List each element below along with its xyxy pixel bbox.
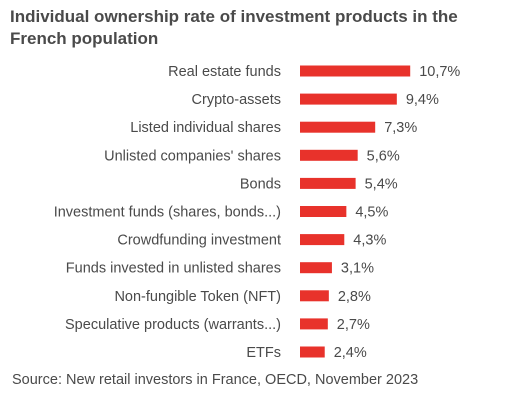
category-label: Non-fungible Token (NFT) [114,289,281,305]
value-label: 5,4% [365,176,398,192]
category-label: Listed individual shares [130,120,281,136]
bar [300,262,332,274]
value-label: 10,7% [419,64,460,80]
category-label: Real estate funds [168,64,281,80]
bar [300,93,397,105]
value-label: 4,3% [353,233,386,249]
category-label: Crowdfunding investment [117,233,281,249]
value-label: 2,7% [337,317,370,333]
bar [300,65,411,77]
value-label: 5,6% [367,148,400,164]
category-label: Funds invested in unlisted shares [66,261,281,277]
value-label: 4,5% [355,205,388,221]
value-label: 2,4% [334,345,367,361]
bar [300,206,347,217]
bar [300,177,356,189]
category-label: Unlisted companies' shares [104,148,281,164]
category-label: Bonds [240,176,281,192]
value-label: 9,4% [406,92,439,108]
bar [300,121,376,133]
category-label: Crypto-assets [192,92,281,108]
category-label: Speculative products (warrants...) [65,317,281,333]
bar-chart: Real estate funds 10,7% Crypto-assets 9,4% L… [54,64,461,361]
bar [300,318,328,330]
bar [300,346,325,358]
category-label: Investment funds (shares, bonds...) [54,205,281,221]
bar [300,149,358,161]
category-label: ETFs [246,345,281,361]
value-label: 7,3% [384,120,417,136]
value-label: 2,8% [338,289,371,305]
chart-title: Individual ownership rate of investment … [10,7,458,48]
bar [300,234,345,246]
bar [300,290,329,302]
source-note: Source: New retail investors in France, … [12,372,419,388]
value-label: 3,1% [341,261,374,277]
